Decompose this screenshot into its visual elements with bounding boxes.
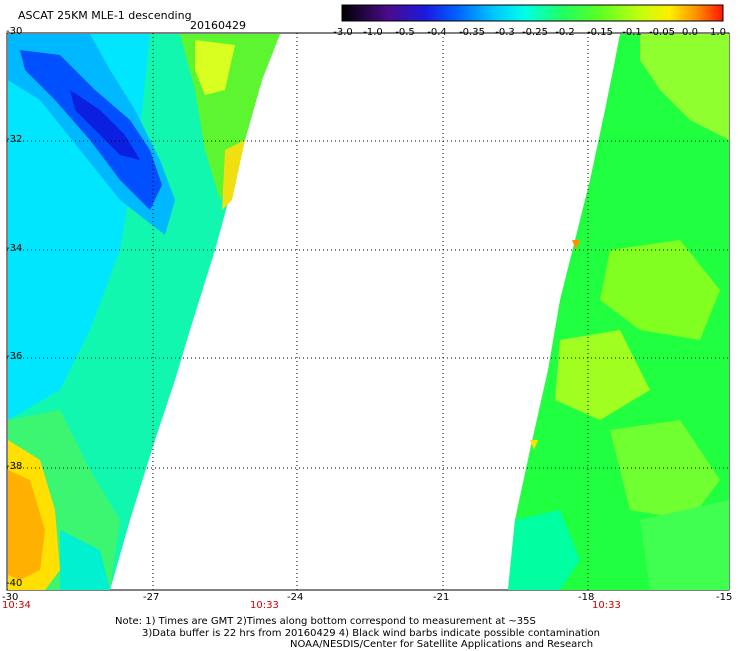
cb-label: -0.1 [622,27,642,38]
x-label: -27 [143,592,160,603]
x-label: -30 [2,592,19,603]
cb-label: -0.4 [427,27,447,38]
note-line-3: NOAA/NESDIS/Center for Satellite Applica… [290,639,594,650]
cb-label: -3.0 [333,27,353,38]
cb-label: -1.0 [363,27,383,38]
x-label: -21 [433,592,450,603]
y-label: -40 [6,578,23,589]
colorbar [341,4,724,22]
time-label: 10:34 [2,600,31,611]
note-line-1: Note: 1) Times are GMT 2)Times along bot… [115,616,536,627]
y-label: -30 [6,26,23,37]
cb-label: -0.5 [395,27,415,38]
cb-label: 1.0 [710,27,726,38]
x-label: -18 [578,592,595,603]
y-label: -34 [6,243,23,254]
y-label: -38 [6,461,23,472]
right-swath [508,34,729,590]
x-label: -15 [716,592,733,603]
cb-label: 0.0 [682,27,698,38]
time-label: 10:33 [250,600,279,611]
cb-label: -0.3 [495,27,515,38]
map-date: 20160429 [190,19,246,32]
cb-label: -0.2 [555,27,575,38]
x-label: -24 [287,592,304,603]
graticule [7,33,729,590]
cb-label: -0.25 [522,27,548,38]
note-line-2: 3)Data buffer is 22 hrs from 20160429 4)… [142,628,600,639]
cb-label: -0.15 [587,27,613,38]
cb-label: -0.05 [649,27,675,38]
y-label: -36 [6,351,23,362]
map-title: ASCAT 25KM MLE-1 descending [18,9,192,22]
y-label: -32 [6,134,23,145]
time-label: 10:33 [592,600,621,611]
cb-label: -0.35 [459,27,485,38]
left-swath [8,34,280,590]
